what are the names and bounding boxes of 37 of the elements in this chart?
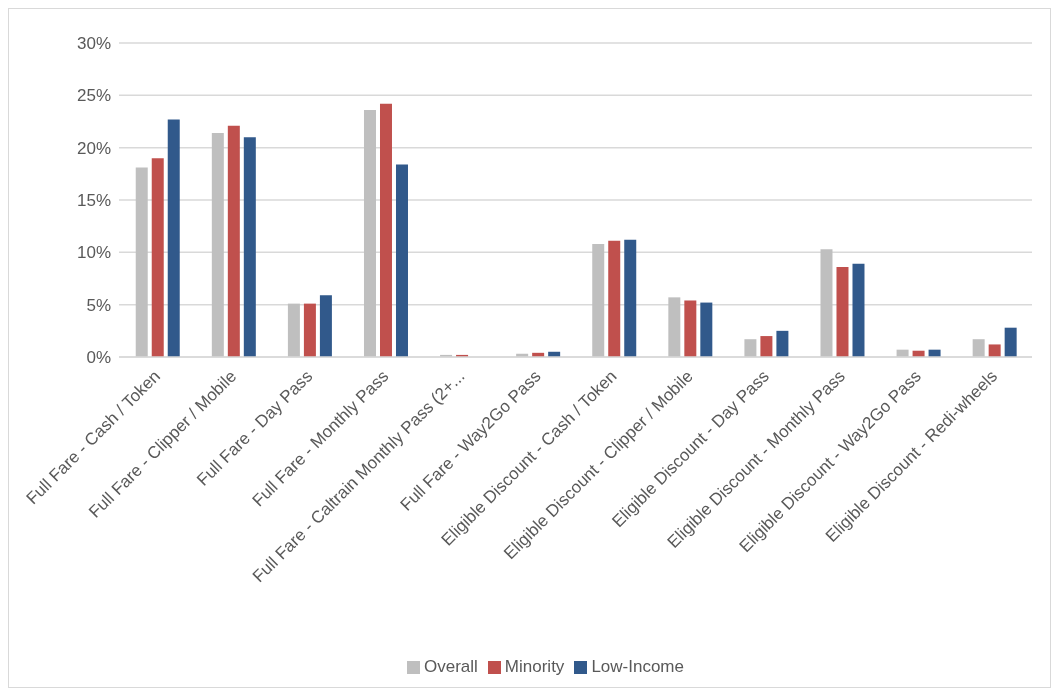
bar bbox=[668, 297, 681, 357]
y-tick-label: 0% bbox=[86, 348, 111, 368]
bar bbox=[684, 300, 697, 357]
bar bbox=[1004, 327, 1017, 357]
bar bbox=[820, 249, 833, 357]
bar bbox=[227, 125, 240, 357]
bar bbox=[167, 119, 180, 357]
bar bbox=[776, 330, 789, 357]
bar bbox=[319, 295, 332, 357]
bar bbox=[135, 167, 148, 357]
y-tick-label: 25% bbox=[76, 86, 111, 106]
y-tick-label: 5% bbox=[86, 295, 111, 315]
bar bbox=[243, 137, 256, 357]
bar bbox=[211, 133, 224, 357]
legend-label: Low-Income bbox=[591, 657, 684, 676]
y-tick-label: 20% bbox=[76, 138, 111, 158]
bar bbox=[700, 302, 713, 357]
bar bbox=[363, 109, 376, 357]
bar bbox=[151, 158, 164, 357]
bar bbox=[744, 339, 757, 357]
bar bbox=[760, 336, 773, 357]
bar bbox=[287, 303, 300, 357]
bar bbox=[379, 103, 392, 357]
y-tick-label: 30% bbox=[76, 34, 111, 54]
bar bbox=[972, 339, 985, 357]
y-tick-label: 10% bbox=[76, 243, 111, 263]
bar bbox=[303, 303, 316, 357]
bar bbox=[395, 164, 408, 357]
bar bbox=[608, 240, 621, 357]
y-tick-label: 15% bbox=[76, 191, 111, 211]
legend-label: Minority bbox=[504, 657, 565, 676]
bar bbox=[852, 263, 865, 357]
bar bbox=[624, 239, 637, 357]
legend-label: Overall bbox=[424, 657, 478, 676]
bar bbox=[836, 266, 849, 357]
bar bbox=[592, 243, 605, 357]
bar bbox=[988, 344, 1001, 357]
